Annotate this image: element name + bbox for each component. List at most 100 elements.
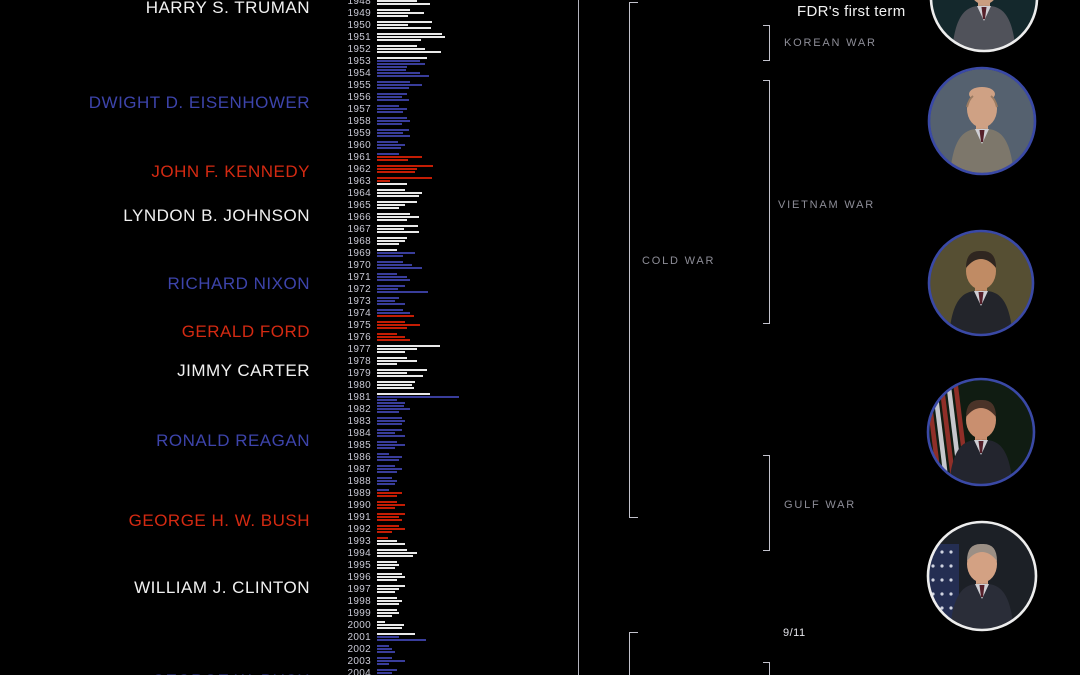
poll-bar-1948-3 [377, 3, 430, 5]
poll-bar-1987-3 [377, 471, 397, 473]
poll-bar-1993-2 [377, 540, 397, 542]
poll-bar-1976-3 [377, 339, 410, 341]
poll-bar-1964-3 [377, 195, 419, 197]
poll-bar-1997-1 [377, 585, 405, 587]
poll-bar-1987-2 [377, 468, 402, 470]
portrait-ronald-reagan [925, 376, 1037, 488]
gulf-war-bracket-tick-top [763, 455, 770, 456]
poll-bar-2002-3 [377, 651, 395, 653]
poll-bar-1954-1 [377, 69, 406, 71]
poll-bar-1968-3 [377, 243, 399, 245]
war-label-gulf-war: GULF WAR [784, 499, 857, 511]
poll-bar-1953-4 [377, 66, 407, 68]
president-name-gerald-ford: GERALD FORD [181, 322, 310, 341]
poll-bar-1960-1 [377, 141, 398, 143]
poll-bar-1985-2 [377, 444, 405, 446]
poll-bar-1970-2 [377, 264, 412, 266]
poll-bar-1987-1 [377, 465, 395, 467]
poll-bar-2001-2 [377, 636, 399, 638]
year-label-1976: 1976 [347, 332, 371, 343]
vietnam-war-bracket-tick-top [763, 80, 770, 81]
portrait-richard-nixon [926, 228, 1036, 338]
poll-bar-1984-2 [377, 432, 395, 434]
year-label-2003: 2003 [347, 656, 371, 667]
year-label-1975: 1975 [347, 320, 371, 331]
year-label-1979: 1979 [347, 368, 371, 379]
poll-bar-2001-1 [377, 633, 415, 635]
year-label-1989: 1989 [347, 488, 371, 499]
portrait-dwight-d-eisenhower [926, 65, 1038, 177]
poll-bar-1962-1 [377, 165, 433, 167]
poll-bar-1998-3 [377, 603, 399, 605]
poll-bar-1978-2 [377, 360, 417, 362]
korean-war-bracket-line [769, 25, 770, 61]
poll-bar-1961-1 [377, 153, 399, 155]
vietnam-war-bracket-line [769, 80, 770, 324]
year-label-1951: 1951 [347, 32, 371, 43]
poll-bar-1973-1 [377, 297, 399, 299]
portrait-bill-clinton [925, 519, 1039, 633]
president-name-lyndon-b-johnson: LYNDON B. JOHNSON [123, 206, 310, 225]
iraq-war-bracket-line [769, 662, 770, 675]
year-label-1974: 1974 [347, 308, 371, 319]
poll-bar-1954-2 [377, 72, 420, 74]
poll-bar-1994-2 [377, 552, 417, 554]
year-label-1960: 1960 [347, 140, 371, 151]
year-label-1994: 1994 [347, 548, 371, 559]
year-label-1952: 1952 [347, 44, 371, 55]
year-label-1948: 1948 [347, 0, 371, 7]
year-label-1950: 1950 [347, 20, 371, 31]
poll-bar-1983-2 [377, 420, 405, 422]
year-label-1956: 1956 [347, 92, 371, 103]
poll-bar-1957-2 [377, 108, 407, 110]
poll-bar-1982-3 [377, 411, 399, 413]
poll-bar-1980-3 [377, 387, 414, 389]
poll-bar-1962-3 [377, 171, 415, 173]
poll-bar-1978-1 [377, 357, 407, 359]
poll-bar-1981-2 [377, 396, 459, 398]
gulf-war-bracket-line [769, 455, 770, 551]
year-label-1971: 1971 [347, 272, 371, 283]
poll-bar-1959-3 [377, 135, 410, 137]
president-name-john-f-kennedy: JOHN F. KENNEDY [151, 162, 310, 181]
poll-bar-1988-2 [377, 480, 397, 482]
war-label-vietnam-war: VIETNAM WAR [778, 199, 876, 211]
poll-bar-2002-1 [377, 645, 389, 647]
poll-bar-1949-3 [377, 15, 408, 17]
poll-bar-1983-3 [377, 423, 402, 425]
poll-bar-1956-3 [377, 99, 409, 101]
poll-bar-2001-3 [377, 639, 426, 641]
event-label-9-11: 9/11 [783, 627, 806, 639]
poll-bar-1966-3 [377, 219, 407, 221]
poll-bar-1971-1 [377, 273, 397, 275]
year-label-1973: 1973 [347, 296, 371, 307]
poll-bar-1967-2 [377, 228, 404, 230]
poll-bar-2004-2 [377, 672, 392, 674]
poll-bar-1971-2 [377, 276, 407, 278]
poll-bar-1959-2 [377, 132, 403, 134]
president-name-jimmy-carter: JIMMY CARTER [177, 361, 310, 380]
year-label-1964: 1964 [347, 188, 371, 199]
poll-bar-1978-3 [377, 363, 397, 365]
year-label-1997: 1997 [347, 584, 371, 595]
poll-bar-1984-1 [377, 429, 402, 431]
poll-bar-1986-3 [377, 459, 399, 461]
year-label-1983: 1983 [347, 416, 371, 427]
poll-bar-1961-2 [377, 156, 422, 158]
poll-bar-1992-3 [377, 531, 392, 533]
poll-bar-1949-1 [377, 9, 410, 11]
chart-divider-line [578, 0, 579, 675]
poll-bar-1980-2 [377, 384, 412, 386]
poll-bar-1994-3 [377, 555, 413, 557]
poll-bar-1969-2 [377, 252, 415, 254]
president-name-harry-s-truman: HARRY S. TRUMAN [145, 0, 310, 17]
cold-war-bracket-tick-bottom [629, 517, 638, 518]
poll-bar-1982-2 [377, 408, 410, 410]
year-label-1958: 1958 [347, 116, 371, 127]
poll-bar-1993-1 [377, 537, 388, 539]
year-label-1963: 1963 [347, 176, 371, 187]
poll-bar-1995-2 [377, 564, 399, 566]
poll-bar-1973-3 [377, 303, 405, 305]
year-label-2001: 2001 [347, 632, 371, 643]
poll-bar-1986-2 [377, 456, 402, 458]
